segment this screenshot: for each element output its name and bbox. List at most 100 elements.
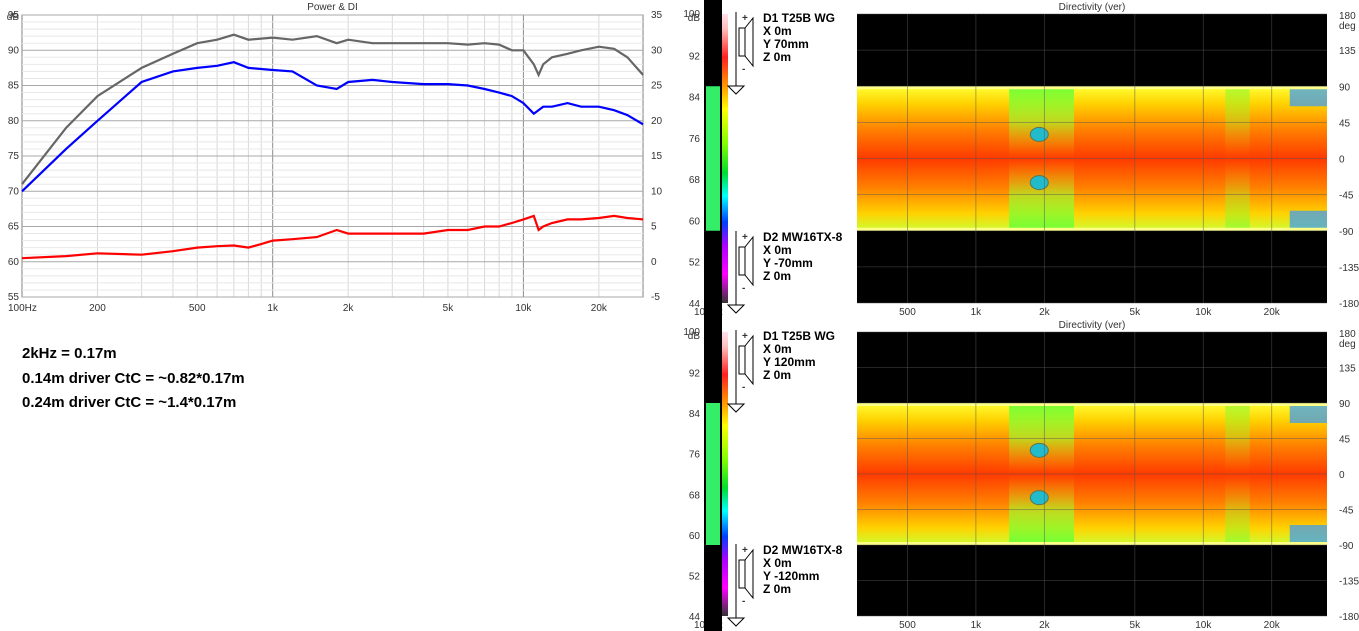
colorbar-tick-label: 52 xyxy=(689,258,701,269)
y-tick-label-left: 85 xyxy=(8,81,20,92)
colorbar-tick-label: 76 xyxy=(689,134,701,145)
y-tick-label-left: 65 xyxy=(8,222,20,233)
chart-title: Directivity (ver) xyxy=(1059,320,1126,331)
colorbar-tick-label: 68 xyxy=(689,175,701,186)
x-tick-label: 1k xyxy=(267,303,279,314)
y-tick-label: 135 xyxy=(1339,46,1356,57)
y-tick-label-right: 15 xyxy=(651,151,663,162)
driver-magnet xyxy=(738,345,746,375)
ground-symbol xyxy=(726,617,746,627)
colorbar-tick-label: 92 xyxy=(689,369,701,380)
y-axis-unit: deg xyxy=(1339,21,1356,32)
y-tick-label-left: 70 xyxy=(8,186,20,197)
band-edge xyxy=(857,542,1327,545)
y-tick-label: 45 xyxy=(1339,118,1351,129)
x-tick-label: 2k xyxy=(1039,620,1051,631)
hot-spot xyxy=(1289,210,1327,231)
y-tick-label: 0 xyxy=(1339,470,1345,481)
y-tick-label-left: 95 xyxy=(8,10,20,21)
y-tick-label: -135 xyxy=(1339,577,1359,588)
driver-x: X 0m xyxy=(763,556,792,570)
null-spot xyxy=(1029,175,1049,191)
x-tick-label: 200 xyxy=(89,303,106,314)
response-band xyxy=(706,403,720,545)
x-tick-label: 5k xyxy=(1130,620,1142,631)
driver-cone xyxy=(744,235,754,287)
polarity-minus: - xyxy=(742,64,745,75)
x-tick-label: 500 xyxy=(899,620,916,631)
series-line xyxy=(21,33,644,185)
y-tick-label-right: -5 xyxy=(651,292,660,303)
band-edge xyxy=(857,227,1327,231)
driver-y: Y 70mm xyxy=(763,37,809,51)
band-edge xyxy=(857,403,1327,406)
y-tick-label-right: 10 xyxy=(651,186,663,197)
polarity-plus: + xyxy=(742,331,748,342)
polarity-plus: + xyxy=(742,232,748,243)
driver-name: D1 T25B WG xyxy=(763,329,835,343)
x-tick-label: 10k xyxy=(1195,307,1212,318)
y-tick-label-left: 55 xyxy=(8,292,20,303)
x-tick-label: 5k xyxy=(1130,307,1142,318)
colorbar-tick-label: 60 xyxy=(689,216,701,227)
driver-name: D2 MW16TX-8 xyxy=(763,230,843,244)
x-tick-label: 2k xyxy=(343,303,355,314)
directivity-chart-bottom: dB10092847668605244100Hz+-D1 T25B WGX 0m… xyxy=(683,318,1359,631)
driver-magnet xyxy=(738,559,746,589)
driver-cone xyxy=(744,548,754,600)
heatmap-grid xyxy=(857,331,1327,617)
y-tick-label: -90 xyxy=(1339,541,1354,552)
y-tick-label: -45 xyxy=(1339,191,1354,202)
note-line: 2kHz = 0.17m xyxy=(22,345,117,362)
colorbar-tick-label: 68 xyxy=(689,490,701,501)
driver-z: Z 0m xyxy=(763,50,791,64)
driver-y: Y -120mm xyxy=(763,569,819,583)
grid xyxy=(22,14,643,298)
chart-title: Directivity (ver) xyxy=(1059,2,1126,13)
y-tick-label-right: 5 xyxy=(651,222,657,233)
y-tick-label: 45 xyxy=(1339,435,1351,446)
ground-symbol xyxy=(726,85,746,95)
driver-name: D2 MW16TX-8 xyxy=(763,543,843,557)
polarity-minus: - xyxy=(742,382,745,393)
driver-name: D1 T25B WG xyxy=(763,11,835,25)
colorbar-tick-label: 44 xyxy=(689,612,701,623)
colorbar-tick-label: 76 xyxy=(689,450,701,461)
series-line xyxy=(21,214,644,260)
colorbar-tick-label: 100 xyxy=(683,327,700,338)
response-band xyxy=(706,86,720,231)
directivity-chart-top: dB10092847668605244100Hz+-D1 T25B WGX 0m… xyxy=(683,0,1359,318)
driver-x: X 0m xyxy=(763,342,792,356)
null-spot xyxy=(1029,442,1049,458)
polarity-plus: + xyxy=(742,13,748,24)
ground-symbol xyxy=(726,403,746,413)
y-tick-label-left: 80 xyxy=(8,116,20,127)
y-tick-label: 135 xyxy=(1339,364,1356,375)
null-spot xyxy=(1029,490,1049,506)
polarity-minus: - xyxy=(742,283,745,294)
hot-spot xyxy=(1289,525,1327,545)
y-tick-label-left: 90 xyxy=(8,45,20,56)
colorbar-unit: dB xyxy=(688,331,701,342)
polarity-minus: - xyxy=(742,596,745,607)
hot-spot xyxy=(1289,403,1327,423)
note-line: 0.24m driver CtC = ~1.4*0.17m xyxy=(22,394,237,411)
ground-symbol xyxy=(726,304,746,314)
y-tick-label: 0 xyxy=(1339,155,1345,166)
x-tick-label: 1k xyxy=(971,307,983,318)
null-spot xyxy=(1029,126,1049,142)
colorbar-tick-label: 84 xyxy=(689,93,701,104)
x-tick-label: 10k xyxy=(515,303,532,314)
y-tick-label-left: 60 xyxy=(8,257,20,268)
driver-x: X 0m xyxy=(763,243,792,257)
series-line xyxy=(21,61,644,193)
colorbar-tick-label: 84 xyxy=(689,409,701,420)
driver-y: Y 120mm xyxy=(763,355,815,369)
y-tick-label: -45 xyxy=(1339,506,1354,517)
y-tick-label: -90 xyxy=(1339,227,1354,238)
note-line: 0.14m driver CtC = ~0.82*0.17m xyxy=(22,370,245,387)
driver-cone xyxy=(744,334,754,386)
